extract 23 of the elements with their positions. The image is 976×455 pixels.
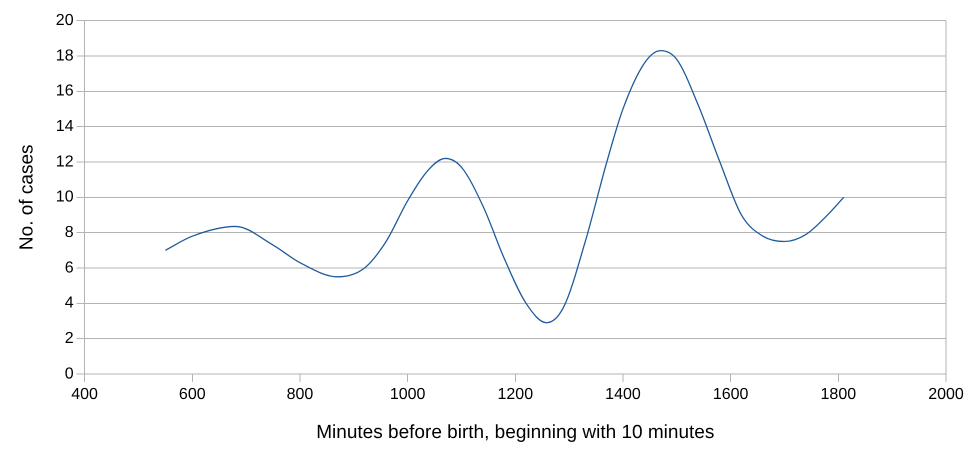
x-tick-label: 2000 [928,386,964,404]
y-tick-label: 2 [64,330,74,348]
x-tick-label: 400 [71,386,98,404]
x-tick-label: 1800 [820,386,856,404]
y-tick-label: 14 [56,118,74,136]
y-tick-label: 10 [56,188,74,206]
y-tick-label: 8 [64,224,74,242]
y-tick-label: 12 [56,153,74,170]
x-tick-label: 1000 [390,386,426,404]
x-tick-label: 600 [178,386,206,404]
y-tick-label: 18 [56,47,74,64]
x-tick-label: 1200 [498,386,534,404]
y-tick-label: 6 [64,259,74,276]
y-tick-label: 4 [64,294,74,312]
y-tick-label: 16 [56,82,74,100]
x-tick-label: 1400 [605,386,641,404]
x-tick-label: 800 [286,386,314,404]
x-axis-title: Minutes before birth, beginning with 10 minutes [316,422,714,443]
x-tick-label: 1600 [712,386,749,404]
line-series [164,50,844,324]
y-axis-title: No. of cases [16,144,38,250]
y-tick-label: 20 [56,12,74,30]
y-tick-label: 0 [64,365,74,382]
